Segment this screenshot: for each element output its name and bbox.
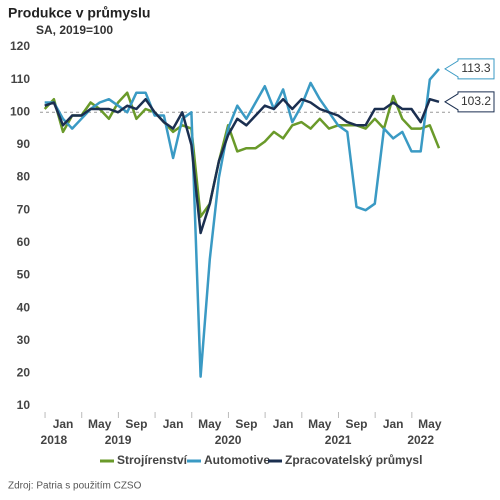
- callout-box: [444, 91, 495, 113]
- year-label: 2020: [215, 433, 242, 447]
- y-tick-label: 20: [17, 366, 31, 380]
- x-tick-label: May: [308, 417, 332, 431]
- x-tick-label: Sep: [235, 417, 257, 431]
- legend-label: Strojírenství: [117, 453, 188, 467]
- year-label: 2021: [325, 433, 352, 447]
- year-label: 2019: [105, 433, 132, 447]
- y-tick-label: 90: [17, 137, 31, 151]
- y-tick-label: 110: [11, 72, 31, 86]
- year-label: 2022: [407, 433, 434, 447]
- chart-title: Produkce v průmyslu: [8, 5, 150, 21]
- year-label: 2018: [41, 433, 68, 447]
- y-tick-label: 30: [17, 333, 31, 347]
- end-value-label: 113.3: [461, 61, 490, 75]
- end-value-label: 103.2: [461, 94, 491, 108]
- x-tick-label: May: [418, 417, 442, 431]
- legend-label: Zpracovatelský průmysl: [285, 453, 422, 467]
- y-tick-label: 60: [17, 235, 31, 249]
- chart-subtitle: SA, 2019=100: [36, 23, 113, 37]
- y-tick-label: 80: [17, 170, 31, 184]
- y-tick-label: 100: [10, 104, 30, 118]
- x-tick-label: May: [198, 417, 222, 431]
- y-tick-label: 10: [17, 398, 31, 412]
- y-tick-label: 40: [17, 300, 31, 314]
- legend-label: Automotive: [204, 453, 270, 467]
- y-tick-label: 70: [17, 202, 31, 216]
- x-tick-label: Jan: [383, 417, 404, 431]
- y-tick-label: 120: [10, 39, 30, 53]
- x-tick-label: Jan: [273, 417, 294, 431]
- series-line: [43, 91, 441, 218]
- x-tick-label: Jan: [163, 417, 184, 431]
- series-line: [44, 97, 440, 235]
- x-tick-label: Sep: [345, 417, 367, 431]
- y-tick-label: 50: [17, 268, 31, 282]
- source: Zdroj: Patria s použitím CZSO: [8, 481, 142, 492]
- x-tick-label: Jan: [53, 417, 74, 431]
- x-tick-label: Sep: [125, 417, 147, 431]
- series-line: [44, 68, 440, 378]
- x-tick-label: May: [88, 417, 112, 431]
- callout-box: [444, 58, 495, 80]
